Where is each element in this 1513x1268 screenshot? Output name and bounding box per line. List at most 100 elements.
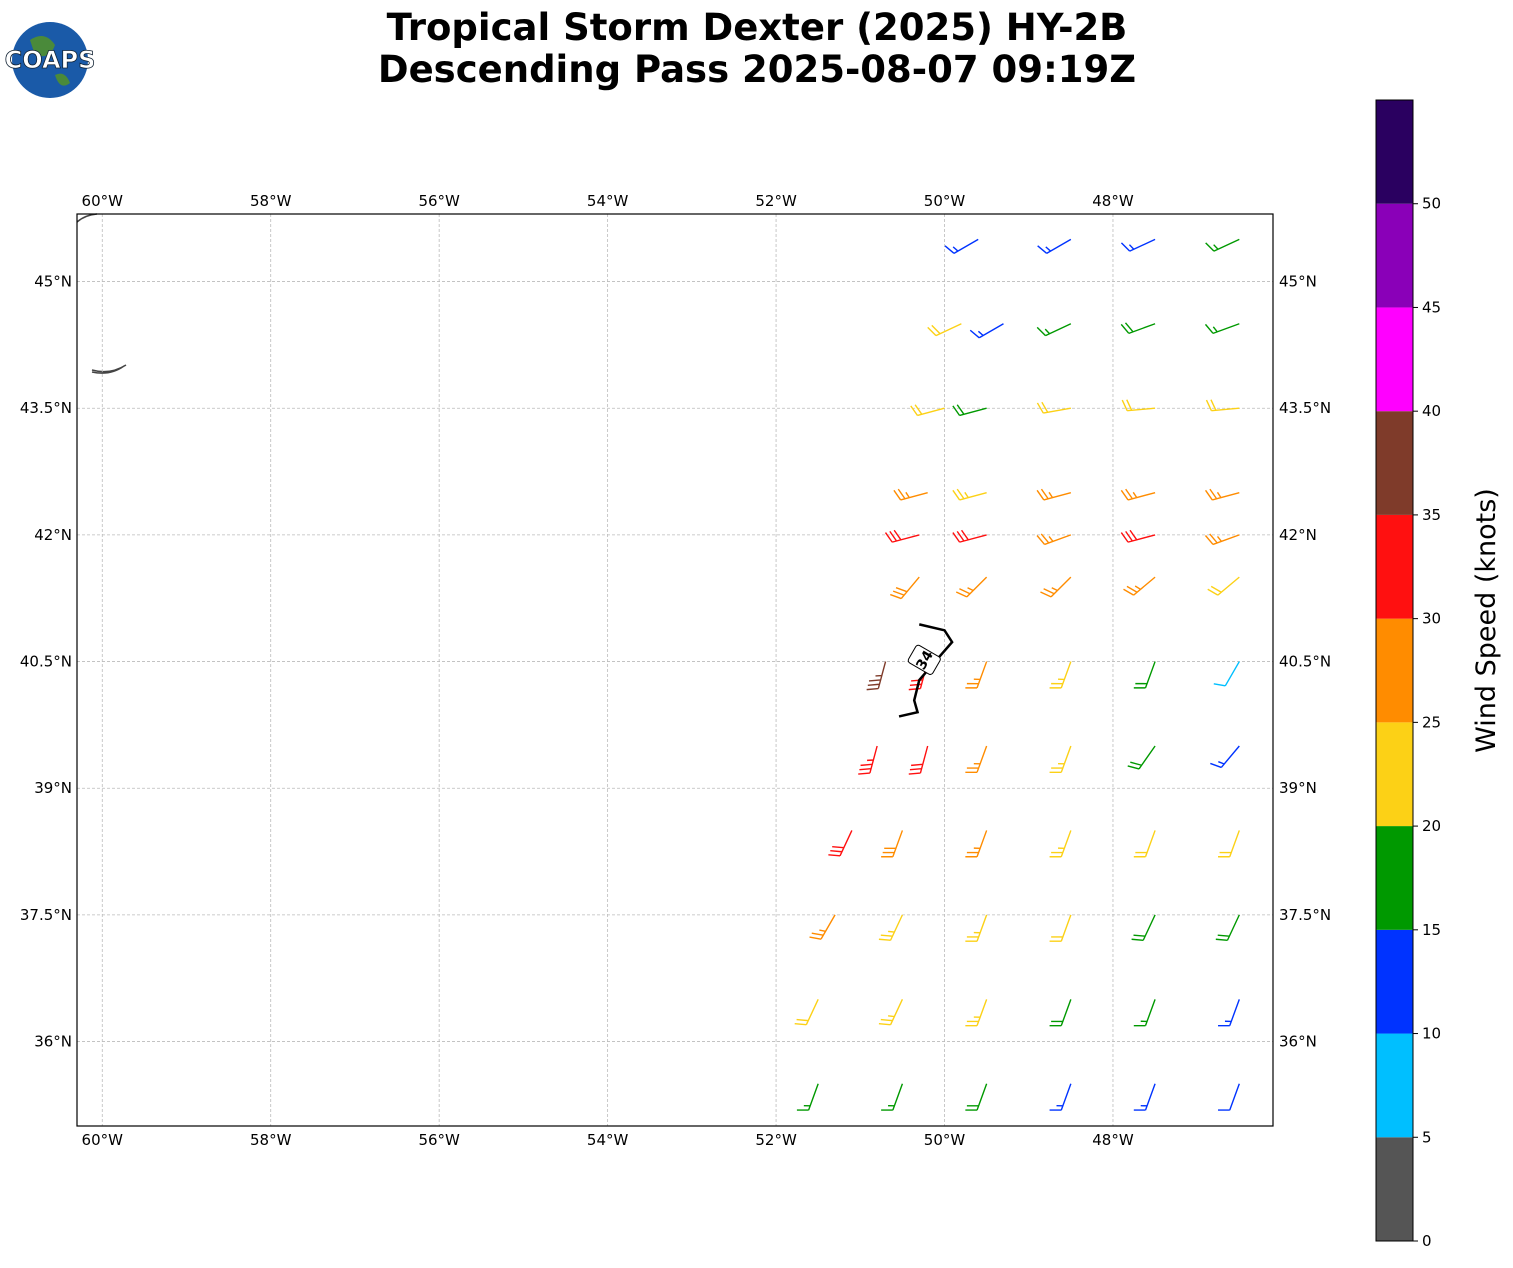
logo-land	[30, 36, 70, 86]
wind-barb	[955, 576, 988, 598]
wind-barb	[1123, 576, 1156, 596]
colorbar-tick-label: 15	[1422, 921, 1441, 939]
wind-barb	[1215, 914, 1240, 941]
wind-barb	[1205, 399, 1240, 412]
wind-barb	[1036, 533, 1072, 546]
wind-barb	[1049, 830, 1072, 858]
wind-barb	[1205, 238, 1240, 252]
x-tick-label: 58°W	[250, 192, 292, 210]
wind-barb	[1040, 576, 1072, 598]
wind-barb	[1127, 745, 1156, 770]
wind-barb	[965, 999, 988, 1027]
colorbar-frame	[1375, 99, 1414, 1242]
wind-barb	[1036, 488, 1072, 501]
wind-barb	[1207, 576, 1240, 596]
wind-barb	[878, 914, 904, 941]
x-tick-label: 60°W	[82, 192, 124, 210]
y-tick-label: 37.5°N	[1279, 906, 1331, 924]
wind-barb	[866, 661, 887, 691]
wind-barb	[1133, 999, 1156, 1027]
y-tick-label: 36°N	[34, 1033, 72, 1051]
y-tick-label: 40.5°N	[20, 653, 72, 671]
wind-barb	[881, 830, 904, 858]
wind-barb	[1120, 488, 1156, 501]
colorbar-tick-label: 0	[1422, 1232, 1432, 1250]
wind-barb	[1121, 399, 1156, 412]
colorbar-tick-label: 50	[1422, 195, 1441, 213]
colorbar-tick-label: 5	[1422, 1128, 1432, 1146]
contour-label-box	[907, 644, 941, 675]
map-frame	[76, 213, 1274, 1127]
colorbar-segment	[1376, 722, 1413, 827]
wind-barb	[1204, 533, 1240, 546]
colorbar-label: Wind Speed (knots)	[1471, 488, 1502, 753]
wind-barb	[1131, 914, 1156, 941]
wind-barb	[1213, 661, 1240, 687]
x-tick-label: 48°W	[1092, 192, 1134, 210]
x-tick-label: 58°W	[250, 1131, 292, 1149]
wind-barb	[1049, 661, 1072, 689]
wind-barb	[1218, 1083, 1240, 1111]
wind-barb	[796, 1083, 819, 1111]
y-tick-label: 45°N	[1279, 273, 1317, 291]
colorbar-tick-label: 35	[1422, 506, 1441, 524]
x-tick-label: 54°W	[587, 192, 629, 210]
wind-barb	[881, 1083, 904, 1111]
wind-barb	[1037, 238, 1072, 254]
colorbar-segment	[1376, 1033, 1413, 1138]
wind-barb	[1210, 745, 1240, 769]
colorbar-tick-label: 30	[1422, 610, 1441, 628]
wind-barb	[952, 404, 987, 417]
x-tick-label: 56°W	[418, 192, 460, 210]
y-tick-label: 36°N	[1279, 1033, 1317, 1051]
wind-barb	[1133, 661, 1156, 689]
wind-barb	[965, 661, 988, 689]
colorbar-segment	[1376, 203, 1413, 308]
wind-barb	[1049, 999, 1072, 1027]
wind-barb	[828, 830, 853, 857]
x-tick-label: 52°W	[755, 1131, 797, 1149]
colorbar-segment	[1376, 514, 1413, 619]
wind-barb	[794, 999, 819, 1026]
wind-barb	[1133, 830, 1156, 858]
wind-barb	[908, 745, 929, 775]
x-tick-label: 50°W	[924, 1131, 966, 1149]
x-tick-label: 56°W	[418, 1131, 460, 1149]
wind-barb	[944, 238, 979, 254]
coastline	[76, 213, 127, 374]
wind-barb	[1218, 830, 1240, 858]
y-tick-label: 45°N	[34, 273, 72, 291]
y-tick-label: 39°N	[1279, 779, 1317, 797]
x-tick-label: 54°W	[587, 1131, 629, 1149]
colorbar-segment	[1376, 1137, 1413, 1241]
x-tick-label: 50°W	[924, 192, 966, 210]
contour: 34	[898, 623, 954, 718]
title: Tropical Storm Dexter (2025) HY-2B	[387, 6, 1128, 49]
wind-barb	[893, 488, 928, 501]
wind-barb	[952, 529, 987, 543]
wind-barb	[910, 404, 945, 417]
x-tick-label: 60°W	[82, 1131, 124, 1149]
wind-barb	[965, 745, 988, 774]
colorbar-tick-label: 25	[1422, 713, 1441, 731]
title: Descending Pass 2025-08-07 09:19Z	[378, 48, 1136, 91]
colorbar-tick-label: 40	[1422, 402, 1441, 420]
colorbar-segment	[1376, 929, 1413, 1034]
colorbar-segment	[1376, 307, 1413, 412]
y-tick-label: 43.5°N	[20, 399, 72, 417]
wind-barb	[1218, 999, 1240, 1027]
y-tick-label: 39°N	[34, 779, 72, 797]
wind-barb	[965, 1083, 988, 1111]
wind-barb	[1049, 914, 1072, 942]
wind-barb	[1036, 401, 1071, 414]
y-tick-label: 42°N	[34, 526, 72, 544]
colorbar-tick-label: 10	[1422, 1025, 1441, 1043]
x-tick-label: 52°W	[755, 192, 797, 210]
tick-labels: 60°W 60°W 58°W 58°W 56°W 56°W 54°W 54°W 52°W 52°W…	[20, 192, 1331, 1149]
wind-barb	[1036, 323, 1072, 337]
wind-barb	[927, 323, 962, 337]
logo: COAPS	[4, 22, 96, 98]
colorbar-tick-label: 45	[1422, 298, 1441, 316]
wind-barb	[858, 745, 878, 775]
